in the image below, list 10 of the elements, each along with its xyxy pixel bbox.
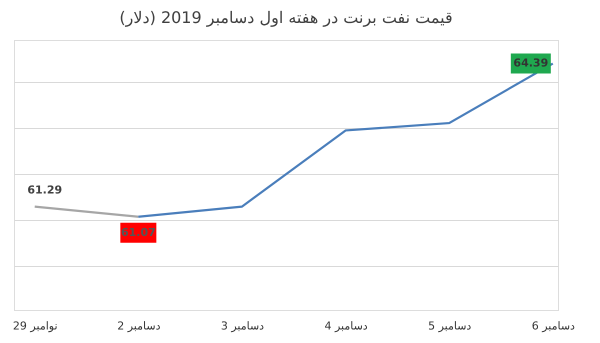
x-tick-label: 5 دسامبر (428, 320, 472, 332)
data-label: 61.29 (27, 184, 62, 197)
data-label: 64.39 (513, 56, 548, 70)
x-tick-label: 2 دسامبر (117, 320, 161, 332)
x-tick-label: 4 دسامبر (324, 320, 368, 332)
data-label: 61.07 (120, 226, 156, 239)
chart-title: قیمت نفت برنت در هفته اول دسامبر 2019 (دلار) (119, 8, 453, 27)
x-tick-label: 29 نوامبر (12, 320, 58, 332)
x-tick-label: 3 دسامبر (220, 320, 264, 332)
x-tick-label: 6 دسامبر (532, 320, 576, 332)
